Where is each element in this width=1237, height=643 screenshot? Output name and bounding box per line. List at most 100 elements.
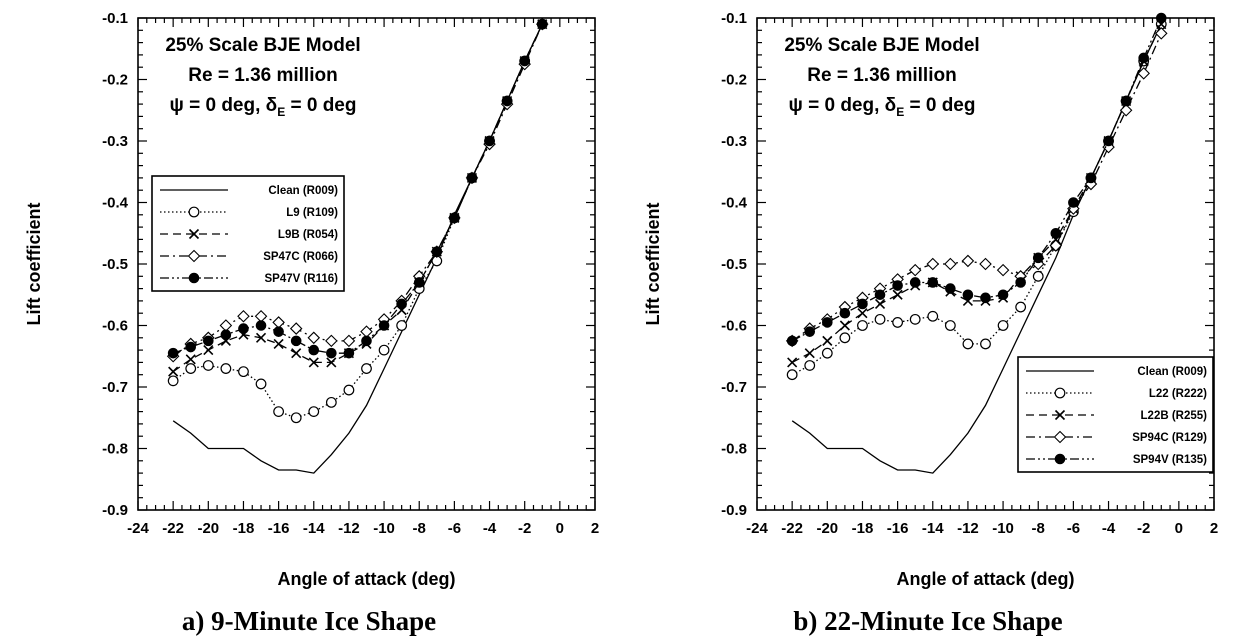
data-point	[980, 338, 991, 350]
data-point	[254, 309, 268, 323]
x-tick-label: -14	[303, 520, 325, 537]
data-point	[1032, 270, 1044, 282]
x-tick-label: -10	[992, 520, 1014, 537]
x-tick-label: -16	[887, 520, 909, 537]
data-point	[255, 320, 267, 331]
series-line	[791, 17, 1162, 342]
data-point	[996, 263, 1010, 277]
data-point	[804, 360, 816, 371]
data-point	[272, 316, 285, 329]
data-point	[927, 310, 939, 322]
legend-marker	[188, 206, 200, 218]
legend-label: L9 (R109)	[286, 207, 338, 219]
data-point	[202, 360, 214, 371]
data-point	[927, 277, 939, 288]
y-tick-label: -0.6	[102, 318, 128, 335]
data-point	[219, 319, 233, 332]
chart-a: -24 -22 -20 -18 -16 -14 -12 -10 -8 -6 -4 -2 0 2-0.1-0…	[24, 10, 599, 589]
data-point	[290, 412, 302, 424]
data-point	[273, 338, 284, 350]
data-point	[396, 320, 408, 331]
data-point	[1068, 197, 1079, 208]
data-point	[290, 335, 302, 347]
data-point	[342, 334, 356, 348]
y-tick-label: -0.6	[721, 318, 747, 335]
data-point	[980, 292, 991, 304]
x-tick-label: -18	[233, 520, 255, 537]
data-point	[203, 335, 214, 347]
data-point	[273, 406, 285, 418]
data-point	[449, 212, 460, 224]
data-point	[466, 172, 478, 184]
legend-label: SP94C (R129)	[1132, 432, 1207, 444]
x-tick-label: -22	[162, 520, 184, 537]
data-point	[361, 335, 372, 347]
data-point	[839, 332, 851, 344]
data-point	[1049, 239, 1063, 252]
x-tick-label: -20	[197, 520, 219, 537]
y-tick-label: -0.5	[721, 256, 747, 273]
y-tick-label: -0.7	[721, 379, 747, 396]
data-point	[892, 280, 903, 291]
y-tick-label: -0.4	[721, 195, 748, 212]
data-point	[343, 384, 355, 396]
data-point	[944, 320, 956, 331]
y-tick-label: -0.9	[102, 502, 128, 519]
caption-a: a) 9-Minute Ice Shape	[181, 606, 437, 636]
x-tick-label: -24	[746, 520, 768, 537]
data-point	[255, 378, 267, 390]
data-point	[909, 313, 921, 325]
legend-marker	[187, 249, 201, 263]
data-point	[237, 309, 250, 323]
series-line	[791, 23, 1162, 363]
data-point	[961, 254, 975, 268]
y-tick-label: -0.3	[721, 133, 747, 150]
data-point	[1103, 135, 1114, 147]
data-point	[1015, 301, 1027, 313]
annotation-line: 25% Scale BJE Model	[784, 35, 979, 56]
data-point	[1085, 172, 1097, 184]
y-tick-label: -0.3	[102, 133, 128, 150]
caption-b: b) 22-Minute Ice Shape	[793, 606, 1063, 636]
data-point	[1138, 52, 1149, 64]
y-tick-label: -0.9	[721, 502, 747, 519]
data-point	[536, 18, 548, 30]
data-point	[325, 396, 337, 408]
x-tick-label: -24	[127, 520, 149, 537]
legend-marker	[188, 272, 200, 284]
legend-label: L22 (R222)	[1149, 388, 1207, 400]
legend-label: Clean (R009)	[268, 185, 338, 197]
x-tick-label: -10	[373, 520, 395, 537]
data-point	[238, 366, 249, 378]
data-point	[892, 289, 903, 300]
data-point	[979, 257, 992, 271]
data-point	[168, 366, 179, 377]
x-tick-label: -8	[413, 520, 426, 537]
data-point	[874, 289, 886, 301]
data-point	[997, 320, 1009, 331]
legend-box	[151, 175, 345, 292]
data-point	[501, 95, 513, 107]
data-point	[291, 348, 302, 359]
x-tick-label: -22	[781, 520, 803, 537]
data-point	[396, 298, 407, 310]
x-tick-label: -8	[1032, 520, 1045, 537]
x-tick-label: 2	[591, 520, 599, 537]
panel-b: -24 -22 -20 -18 -16 -14 -12 -10 -8 -6 -4 -2 0 2 -0.1 -0…	[619, 0, 1237, 643]
y-axis-title: Lift coefficient	[24, 202, 44, 325]
x-tick-label: -4	[1102, 520, 1116, 537]
data-point	[962, 338, 974, 350]
data-point	[289, 322, 303, 335]
data-point	[361, 363, 372, 374]
data-point	[857, 308, 868, 319]
data-point	[997, 289, 1009, 301]
data-point	[857, 298, 868, 310]
data-point	[185, 354, 196, 365]
data-point	[945, 283, 956, 294]
data-point	[220, 329, 232, 341]
x-tick-label: -12	[957, 520, 979, 537]
legend-label: L9B (R054)	[278, 229, 338, 241]
y-tick-label: -0.8	[102, 441, 128, 458]
annotation-line: Re = 1.36 million	[188, 65, 337, 86]
data-point	[839, 307, 851, 319]
